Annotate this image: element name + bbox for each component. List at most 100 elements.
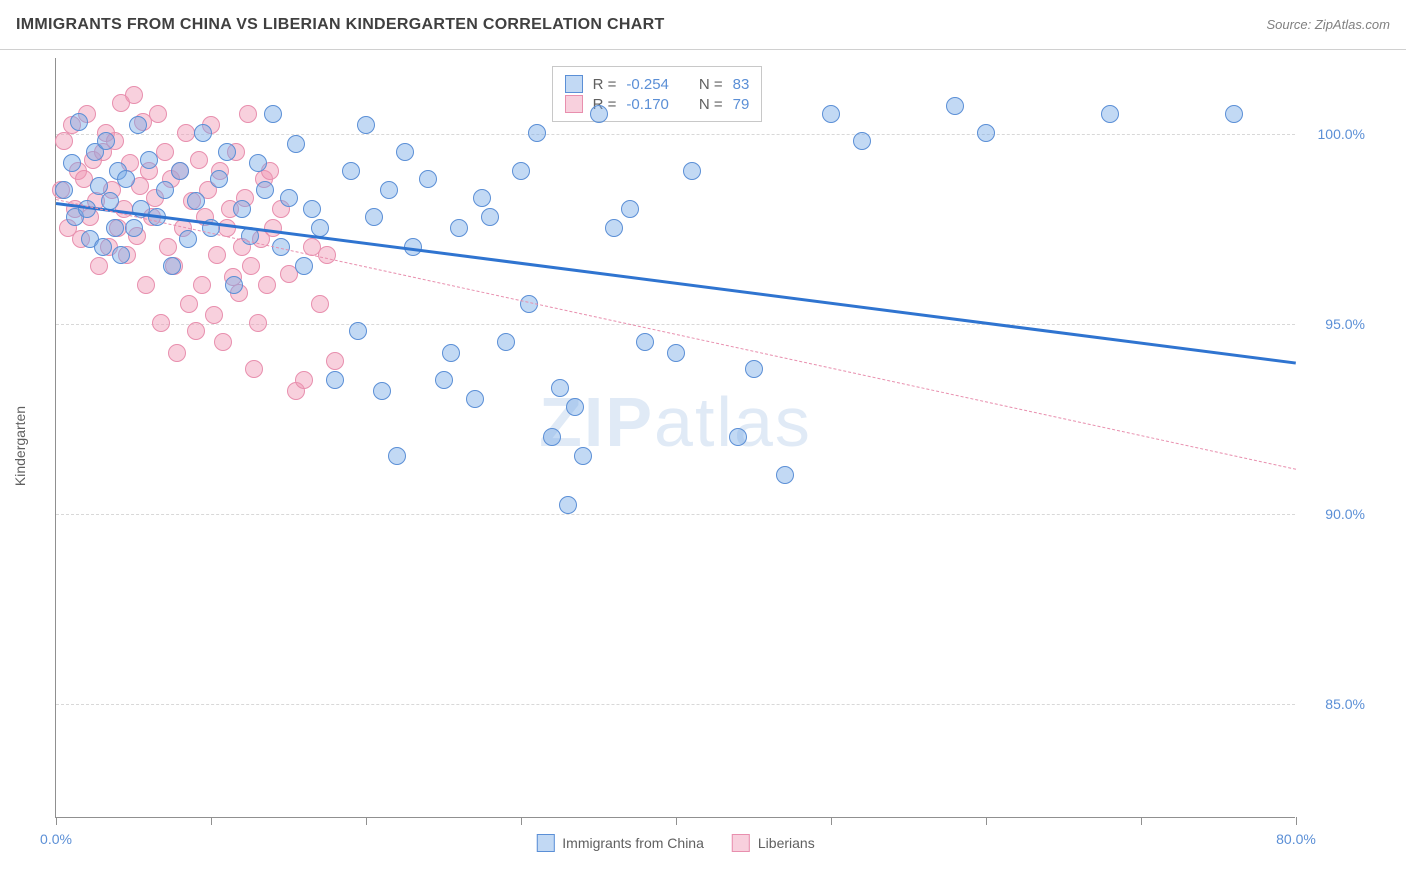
data-point — [177, 124, 195, 142]
xtick — [521, 817, 522, 825]
data-point — [187, 322, 205, 340]
data-point — [140, 151, 158, 169]
source-prefix: Source: — [1266, 17, 1314, 32]
gridline-h — [56, 134, 1295, 135]
data-point — [466, 390, 484, 408]
data-point — [683, 162, 701, 180]
data-point — [159, 238, 177, 256]
data-point — [63, 154, 81, 172]
data-point — [528, 124, 546, 142]
data-point — [342, 162, 360, 180]
n-value-0: 83 — [733, 76, 750, 93]
n-value-1: 79 — [733, 96, 750, 113]
data-point — [729, 428, 747, 446]
data-point — [326, 352, 344, 370]
data-point — [125, 86, 143, 104]
data-point — [280, 189, 298, 207]
data-point — [112, 246, 130, 264]
data-point — [303, 200, 321, 218]
stat-row-series-0: R = -0.254 N = 83 — [565, 75, 750, 93]
data-point — [171, 162, 189, 180]
trendline-series-1 — [56, 199, 1296, 470]
xtick — [366, 817, 367, 825]
data-point — [419, 170, 437, 188]
data-point — [233, 200, 251, 218]
data-point — [357, 116, 375, 134]
ytick-label: 95.0% — [1305, 316, 1365, 332]
r-value-0: -0.254 — [626, 76, 669, 93]
data-point — [349, 322, 367, 340]
ytick-label: 90.0% — [1305, 506, 1365, 522]
data-point — [239, 105, 257, 123]
data-point — [214, 333, 232, 351]
data-point — [481, 208, 499, 226]
data-point — [90, 257, 108, 275]
data-point — [442, 344, 460, 362]
data-point — [318, 246, 336, 264]
xtick-label: 80.0% — [1276, 831, 1316, 847]
data-point — [168, 344, 186, 362]
ytick-label: 100.0% — [1305, 126, 1365, 142]
legend-swatch-1 — [732, 834, 750, 852]
data-point — [225, 276, 243, 294]
xtick — [1296, 817, 1297, 825]
legend-label-0: Immigrants from China — [562, 835, 704, 851]
data-point — [287, 135, 305, 153]
scatter-chart: ZIPatlas R = -0.254 N = 83 R = -0.170 N … — [55, 58, 1295, 818]
xtick — [831, 817, 832, 825]
gridline-h — [56, 514, 1295, 515]
gridline-h — [56, 324, 1295, 325]
data-point — [256, 181, 274, 199]
data-point — [559, 496, 577, 514]
data-point — [117, 170, 135, 188]
xtick-label: 0.0% — [40, 831, 72, 847]
chart-title: IMMIGRANTS FROM CHINA VS LIBERIAN KINDER… — [16, 16, 665, 34]
data-point — [245, 360, 263, 378]
data-point — [946, 97, 964, 115]
data-point — [365, 208, 383, 226]
data-point — [667, 344, 685, 362]
data-point — [776, 466, 794, 484]
data-point — [129, 116, 147, 134]
data-point — [822, 105, 840, 123]
chart-header: IMMIGRANTS FROM CHINA VS LIBERIAN KINDER… — [0, 0, 1406, 50]
data-point — [373, 382, 391, 400]
data-point — [97, 132, 115, 150]
data-point — [258, 276, 276, 294]
ytick-label: 85.0% — [1305, 696, 1365, 712]
bottom-legend: Immigrants from China Liberians — [536, 834, 814, 852]
data-point — [210, 170, 228, 188]
data-point — [125, 219, 143, 237]
xtick — [676, 817, 677, 825]
data-point — [187, 192, 205, 210]
data-point — [621, 200, 639, 218]
data-point — [590, 105, 608, 123]
xtick — [56, 817, 57, 825]
correlation-stats-box: R = -0.254 N = 83 R = -0.170 N = 79 — [552, 66, 763, 122]
data-point — [264, 219, 282, 237]
data-point — [295, 257, 313, 275]
data-point — [566, 398, 584, 416]
data-point — [450, 219, 468, 237]
data-point — [543, 428, 561, 446]
data-point — [249, 154, 267, 172]
data-point — [326, 371, 344, 389]
xtick — [1141, 817, 1142, 825]
data-point — [156, 181, 174, 199]
source-attribution: Source: ZipAtlas.com — [1266, 17, 1390, 32]
data-point — [94, 238, 112, 256]
r-value-1: -0.170 — [626, 96, 669, 113]
legend-item-0: Immigrants from China — [536, 834, 704, 852]
data-point — [193, 276, 211, 294]
data-point — [264, 105, 282, 123]
data-point — [70, 113, 88, 131]
data-point — [152, 314, 170, 332]
data-point — [180, 295, 198, 313]
data-point — [977, 124, 995, 142]
y-axis-title: Kindergarten — [12, 406, 28, 486]
data-point — [295, 371, 313, 389]
legend-item-1: Liberians — [732, 834, 815, 852]
data-point — [853, 132, 871, 150]
data-point — [249, 314, 267, 332]
legend-swatch-0 — [536, 834, 554, 852]
